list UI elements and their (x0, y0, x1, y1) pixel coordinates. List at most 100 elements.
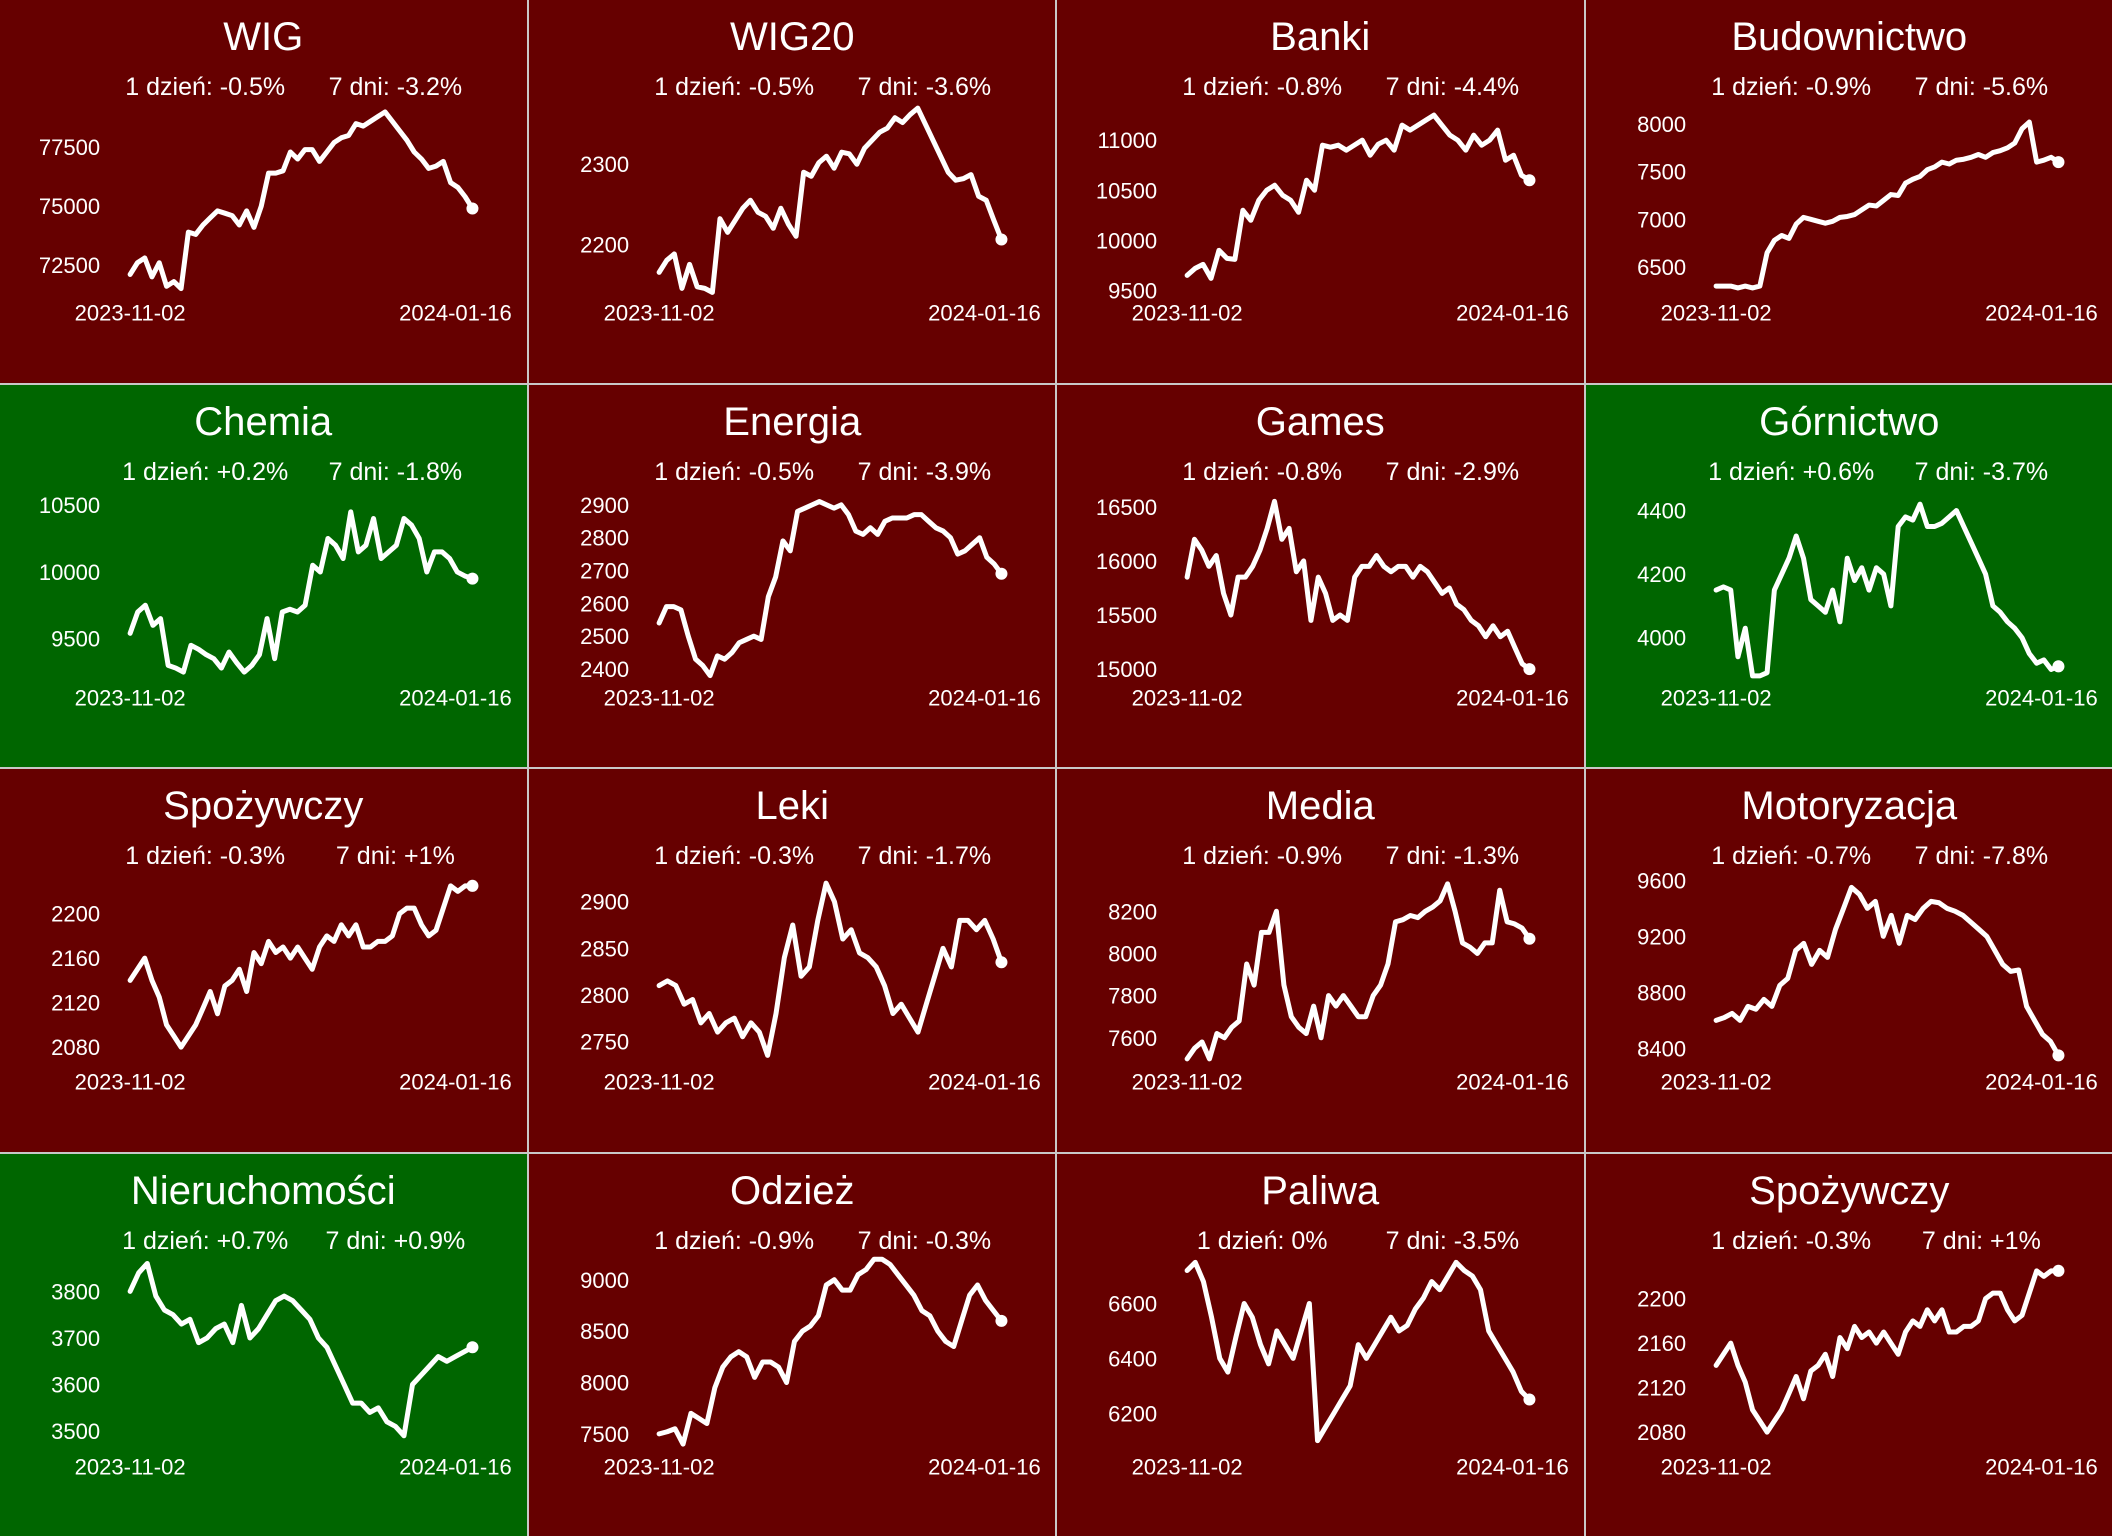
last-value-marker (2051, 659, 2064, 672)
day-change-label: 1 dzień: -0.5% (654, 73, 814, 101)
y-tick-label: 2200 (51, 902, 100, 927)
panel-title: Spożywczy (1749, 1169, 1949, 1213)
last-value-marker (994, 956, 1007, 969)
y-tick-label: 7600 (1108, 1026, 1157, 1051)
series-line (1713, 501, 2061, 678)
y-tick-label: 3600 (51, 1372, 100, 1397)
y-tick-label: 2800 (580, 525, 629, 550)
last-value-marker (1523, 174, 1536, 187)
week-change-label: 7 dni: -1.3% (1386, 842, 1519, 870)
x-start-label: 2023-11-02 (75, 1454, 186, 1479)
sector-panel: Banki 1 dzień: -0.8% 7 dni: -4.4% 9500 10000… (1057, 0, 1584, 383)
series-line (1713, 1267, 2061, 1435)
day-change-label: 1 dzień: -0.9% (1182, 842, 1342, 870)
series-line (127, 109, 475, 292)
panel-title: Odzież (729, 1169, 854, 1213)
last-value-marker (1523, 932, 1536, 945)
x-start-label: 2023-11-02 (1660, 300, 1771, 325)
y-tick-label: 2700 (580, 558, 629, 583)
week-change-label: 7 dni: +0.9% (325, 1227, 465, 1255)
y-tick-label: 2300 (580, 152, 629, 177)
y-tick-label: 10500 (39, 493, 100, 518)
day-change-label: 1 dzień: -0.9% (654, 1227, 814, 1255)
y-tick-label: 2400 (580, 656, 629, 681)
series-line (1184, 112, 1532, 281)
y-tick-label: 6500 (1637, 255, 1686, 280)
y-tick-label: 4400 (1637, 498, 1686, 523)
y-tick-label: 8800 (1637, 980, 1686, 1005)
sector-panel: WIG 1 dzień: -0.5% 7 dni: -3.2% 72500 75000 7… (0, 0, 527, 383)
week-change-label: 7 dni: -3.5% (1386, 1227, 1519, 1255)
x-start-label: 2023-11-02 (1132, 1454, 1243, 1479)
x-start-label: 2023-11-02 (1660, 1069, 1771, 1094)
x-end-label: 2024-01-16 (928, 300, 1041, 325)
panel-title: WIG20 (729, 15, 854, 59)
x-start-label: 2023-11-02 (1132, 300, 1243, 325)
y-tick-label: 2160 (1637, 1331, 1686, 1356)
panel-title: Paliwa (1261, 1169, 1380, 1213)
last-value-marker (994, 1314, 1007, 1327)
sector-chart: Spożywczy 1 dzień: -0.3% 7 dni: +1% 2080 212… (1637, 1169, 2098, 1479)
y-tick-label: 8400 (1637, 1036, 1686, 1061)
panel-title: Nieruchomości (131, 1169, 396, 1213)
y-tick-label: 2850 (580, 936, 629, 961)
x-end-label: 2024-01-16 (928, 1454, 1041, 1479)
week-change-label: 7 dni: -1.7% (857, 842, 990, 870)
sector-panel: Spożywczy 1 dzień: -0.3% 7 dni: +1% 2080 212… (1585, 1153, 2112, 1536)
y-tick-label: 7800 (1108, 984, 1157, 1009)
y-tick-label: 10500 (1096, 178, 1157, 203)
y-tick-label: 2120 (51, 991, 100, 1016)
last-value-marker (466, 879, 479, 892)
series-line (656, 1256, 1004, 1447)
x-end-label: 2024-01-16 (928, 685, 1041, 710)
y-tick-label: 9500 (51, 626, 100, 651)
panel-title: Chemia (194, 400, 333, 444)
panel-title: Energia (723, 400, 862, 444)
y-tick-label: 15000 (1096, 657, 1157, 682)
week-change-label: 7 dni: -5.6% (1914, 73, 2047, 101)
y-tick-label: 3800 (51, 1279, 100, 1304)
y-tick-label: 6200 (1108, 1401, 1157, 1426)
x-start-label: 2023-11-02 (1660, 685, 1771, 710)
x-start-label: 2023-11-02 (603, 1069, 714, 1094)
last-value-marker (466, 202, 479, 215)
y-tick-label: 4200 (1637, 562, 1686, 587)
y-tick-label: 7500 (1637, 160, 1686, 185)
x-end-label: 2024-01-16 (399, 1069, 512, 1094)
y-tick-label: 2080 (1637, 1420, 1686, 1445)
panel-title: Spożywczy (163, 784, 363, 828)
sector-panel: Budownictwo 1 dzień: -0.9% 7 dni: -5.6% 650… (1585, 0, 2112, 383)
x-end-label: 2024-01-16 (928, 1069, 1041, 1094)
panel-title: Media (1266, 784, 1376, 828)
x-end-label: 2024-01-16 (1456, 685, 1569, 710)
series-line (1184, 881, 1532, 1062)
series-line (656, 880, 1004, 1058)
y-tick-label: 9600 (1637, 868, 1686, 893)
panel-title: Leki (755, 784, 828, 828)
day-change-label: 1 dzień: -0.3% (1711, 1227, 1871, 1255)
panel-title: Games (1256, 400, 1385, 444)
y-tick-label: 2500 (580, 624, 629, 649)
y-tick-label: 2160 (51, 946, 100, 971)
y-tick-label: 2200 (580, 232, 629, 257)
y-tick-label: 7000 (1637, 207, 1686, 232)
panel-title: WIG (223, 15, 303, 59)
last-value-marker (466, 1340, 479, 1353)
x-end-label: 2024-01-16 (1985, 685, 2098, 710)
x-end-label: 2024-01-16 (399, 685, 512, 710)
sector-panel: Górnictwo 1 dzień: +0.6% 7 dni: -3.7% 4000 4… (1585, 384, 2112, 767)
last-value-marker (1523, 662, 1536, 675)
panel-title: Budownictwo (1731, 15, 1967, 59)
series-line (127, 883, 475, 1050)
last-value-marker (2051, 156, 2064, 169)
y-tick-label: 2600 (580, 591, 629, 616)
x-start-label: 2023-11-02 (603, 300, 714, 325)
y-tick-label: 10000 (1096, 228, 1157, 253)
sector-panel: Motoryzacja 1 dzień: -0.7% 7 dni: -7.8% 840… (1585, 769, 2112, 1152)
sector-panel: Spożywczy 1 dzień: -0.3% 7 dni: +1% 2080 212… (0, 769, 527, 1152)
y-tick-label: 7500 (580, 1421, 629, 1446)
day-change-label: 1 dzień: +0.2% (122, 458, 288, 486)
week-change-label: 7 dni: -3.7% (1914, 458, 2047, 486)
series-line (127, 1260, 475, 1438)
y-tick-label: 2800 (580, 983, 629, 1008)
